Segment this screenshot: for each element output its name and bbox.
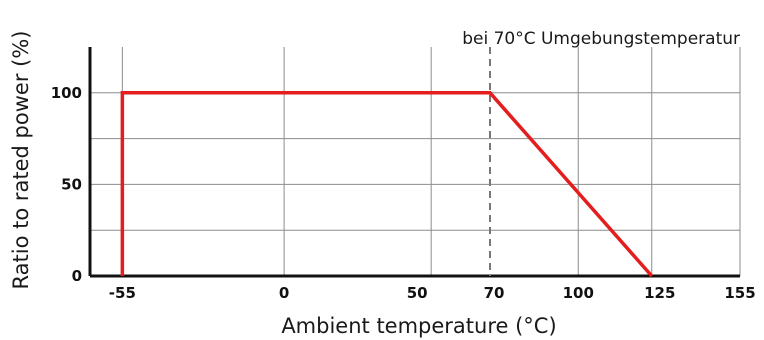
x-tick-label-0: 0 (279, 284, 289, 302)
grid (90, 47, 741, 276)
x-tick-label--55: -55 (109, 284, 136, 302)
y-tick-label-50: 50 (61, 175, 82, 193)
x-tick-label-125: 125 (644, 284, 675, 302)
x-tick-label-100: 100 (563, 284, 594, 302)
y-tick-labels: 0 50 100 (51, 84, 82, 285)
x-tick-labels: -55 0 50 70 100 125 155 (109, 284, 756, 302)
x-tick-label-155: 155 (724, 284, 755, 302)
x-axis-label: Ambient temperature (°C) (281, 314, 556, 338)
x-tick-label-70: 70 (484, 284, 505, 302)
x-tick-label-50: 50 (407, 284, 428, 302)
y-tick-label-0: 0 (72, 267, 82, 285)
series-group (120, 91, 654, 278)
y-axis-label: Ratio to rated power (%) (9, 31, 33, 290)
series-line-0 (120, 91, 654, 278)
y-tick-label-100: 100 (51, 84, 82, 102)
chart-annotation: bei 70°C Umgebungstemperatur (462, 29, 740, 49)
axes (88, 47, 740, 278)
